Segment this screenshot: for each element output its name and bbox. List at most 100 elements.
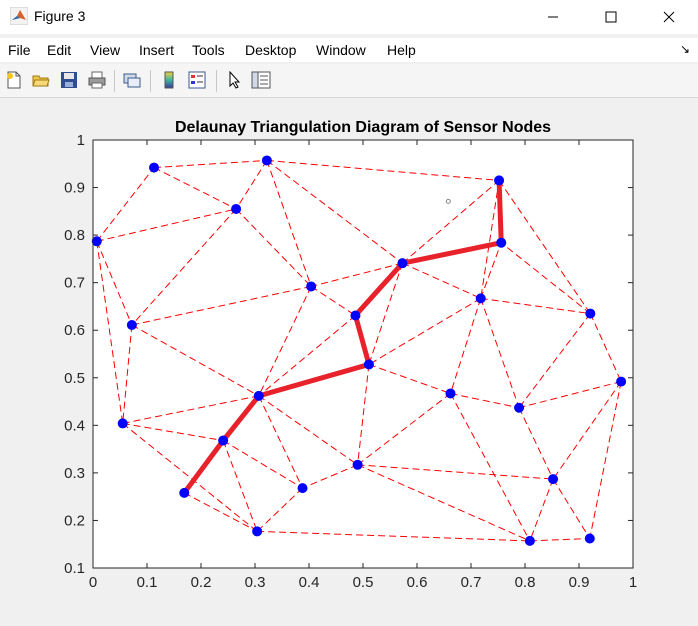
close-icon bbox=[663, 11, 675, 23]
sensor-node bbox=[350, 310, 361, 321]
sensor-node bbox=[445, 388, 456, 399]
triangulation-edge bbox=[266, 160, 312, 287]
edit-plot-button[interactable] bbox=[224, 69, 246, 91]
sensor-node bbox=[363, 359, 374, 370]
triangulation-edge bbox=[258, 395, 358, 466]
triangulation-edge bbox=[500, 242, 591, 314]
new-figure-button[interactable] bbox=[3, 69, 25, 91]
new-figure-icon bbox=[7, 71, 21, 89]
sensor-node bbox=[352, 459, 363, 470]
print-icon bbox=[88, 71, 106, 89]
minimize-button[interactable] bbox=[530, 0, 576, 34]
triangulation-edge bbox=[131, 208, 237, 326]
y-tick-label: 0.8 bbox=[64, 227, 85, 244]
sensor-node bbox=[496, 237, 507, 248]
menu-insert[interactable]: Insert bbox=[139, 42, 175, 58]
triangulation-edge bbox=[589, 381, 622, 539]
toolbar-separator bbox=[216, 70, 217, 92]
chart-title: Delaunay Triangulation Diagram of Sensor… bbox=[175, 119, 551, 136]
maximize-button[interactable] bbox=[588, 0, 634, 34]
triangulation-edge bbox=[122, 422, 224, 442]
triangulation-edge bbox=[122, 395, 259, 424]
sensor-node bbox=[297, 483, 308, 494]
triangulation-edge bbox=[480, 298, 520, 408]
sensor-node bbox=[126, 319, 137, 330]
open-file-button[interactable] bbox=[30, 69, 52, 91]
insert-legend-button[interactable] bbox=[186, 69, 208, 91]
menu-window[interactable]: Window bbox=[316, 42, 366, 58]
sensor-node bbox=[91, 236, 102, 247]
maximize-icon bbox=[605, 11, 617, 23]
sensor-node bbox=[179, 487, 190, 498]
axes: 0 0.1 0.2 0.3 0.4 0.5 0.6 0.7 0.8 0.9 10.10.20.30.… bbox=[64, 132, 637, 591]
sensor-node bbox=[149, 162, 160, 173]
triangulation-edge bbox=[529, 478, 554, 542]
menu-view[interactable]: View bbox=[90, 42, 121, 58]
x-tick-label: 0 bbox=[89, 574, 97, 591]
x-tick-label: 0.5 bbox=[353, 574, 374, 591]
triangulation-edge bbox=[153, 159, 267, 169]
insert-colorbar-icon bbox=[164, 71, 174, 89]
x-tick-label: 0.1 bbox=[137, 574, 158, 591]
marker-point bbox=[445, 198, 451, 204]
property-inspector-button[interactable] bbox=[250, 69, 272, 91]
menu-edit[interactable]: Edit bbox=[47, 42, 72, 58]
triangulation-edge bbox=[222, 440, 303, 489]
triangulation-edge bbox=[266, 160, 403, 264]
y-tick-label: 0.6 bbox=[64, 322, 85, 339]
triangulation-edge bbox=[450, 392, 520, 409]
save-button[interactable] bbox=[58, 69, 80, 91]
triangulation-edge bbox=[498, 180, 591, 314]
triangulation-edge bbox=[266, 159, 500, 181]
sensor-node bbox=[306, 281, 317, 292]
x-tick-label: 0.8 bbox=[515, 574, 536, 591]
x-tick-label: 1 bbox=[629, 574, 637, 591]
triangulation-edge bbox=[357, 393, 451, 466]
menu-help[interactable]: Help bbox=[387, 42, 416, 58]
highlighted-path bbox=[181, 177, 504, 496]
triangulation-edge bbox=[302, 464, 358, 489]
matlab-logo-icon bbox=[10, 7, 28, 25]
x-tick-label: 0.3 bbox=[245, 574, 266, 591]
print-button[interactable] bbox=[86, 69, 108, 91]
triangulation-edge bbox=[258, 395, 303, 489]
sensor-node bbox=[117, 418, 128, 429]
y-tick-label: 0.5 bbox=[64, 370, 85, 387]
close-button[interactable] bbox=[646, 0, 692, 34]
sensor-node bbox=[514, 402, 525, 413]
minimize-icon bbox=[548, 16, 558, 18]
figure-canvas: Delaunay Triangulation Diagram of Sensor… bbox=[0, 98, 698, 621]
triangulation-edge bbox=[153, 167, 237, 210]
triangulation-edge bbox=[222, 440, 258, 532]
sensor-node bbox=[397, 258, 408, 269]
shortest-path-line bbox=[181, 177, 504, 496]
triangulation-edge bbox=[480, 242, 502, 299]
menu-file[interactable]: File bbox=[8, 42, 31, 58]
sensor-node bbox=[616, 376, 627, 387]
triangulation-edge bbox=[258, 315, 356, 397]
menu-desktop[interactable]: Desktop bbox=[245, 42, 297, 58]
toolbar-separator bbox=[114, 70, 115, 92]
dock-arrow-icon[interactable]: ↘ bbox=[679, 42, 690, 56]
x-tick-label: 0.2 bbox=[191, 574, 212, 591]
triangulation-edge bbox=[122, 324, 133, 424]
triangulation-edge bbox=[518, 313, 591, 409]
triangulation-edge bbox=[450, 298, 482, 394]
link-plot-button[interactable] bbox=[121, 69, 143, 91]
triangulation-edge bbox=[402, 262, 481, 299]
triangulation-edge bbox=[450, 393, 531, 542]
toolbar-separator bbox=[150, 70, 151, 92]
delaunay-chart: Delaunay Triangulation Diagram of Sensor… bbox=[64, 119, 637, 591]
x-tick-label: 0.9 bbox=[569, 574, 590, 591]
sensor-node bbox=[524, 535, 535, 546]
y-tick-label: 0.1 bbox=[64, 560, 85, 577]
x-tick-label: 0.4 bbox=[299, 574, 320, 591]
open-file-icon bbox=[32, 75, 50, 87]
x-tick-label: 0.7 bbox=[461, 574, 482, 591]
y-tick-label: 0.7 bbox=[64, 275, 85, 292]
triangulation-edge bbox=[552, 478, 591, 539]
menu-tools[interactable]: Tools bbox=[192, 42, 225, 58]
menu-bar: File Edit View Insert Tools Desktop Wind… bbox=[0, 38, 698, 62]
insert-colorbar-button[interactable] bbox=[158, 69, 180, 91]
triangulation-edge bbox=[184, 492, 258, 532]
